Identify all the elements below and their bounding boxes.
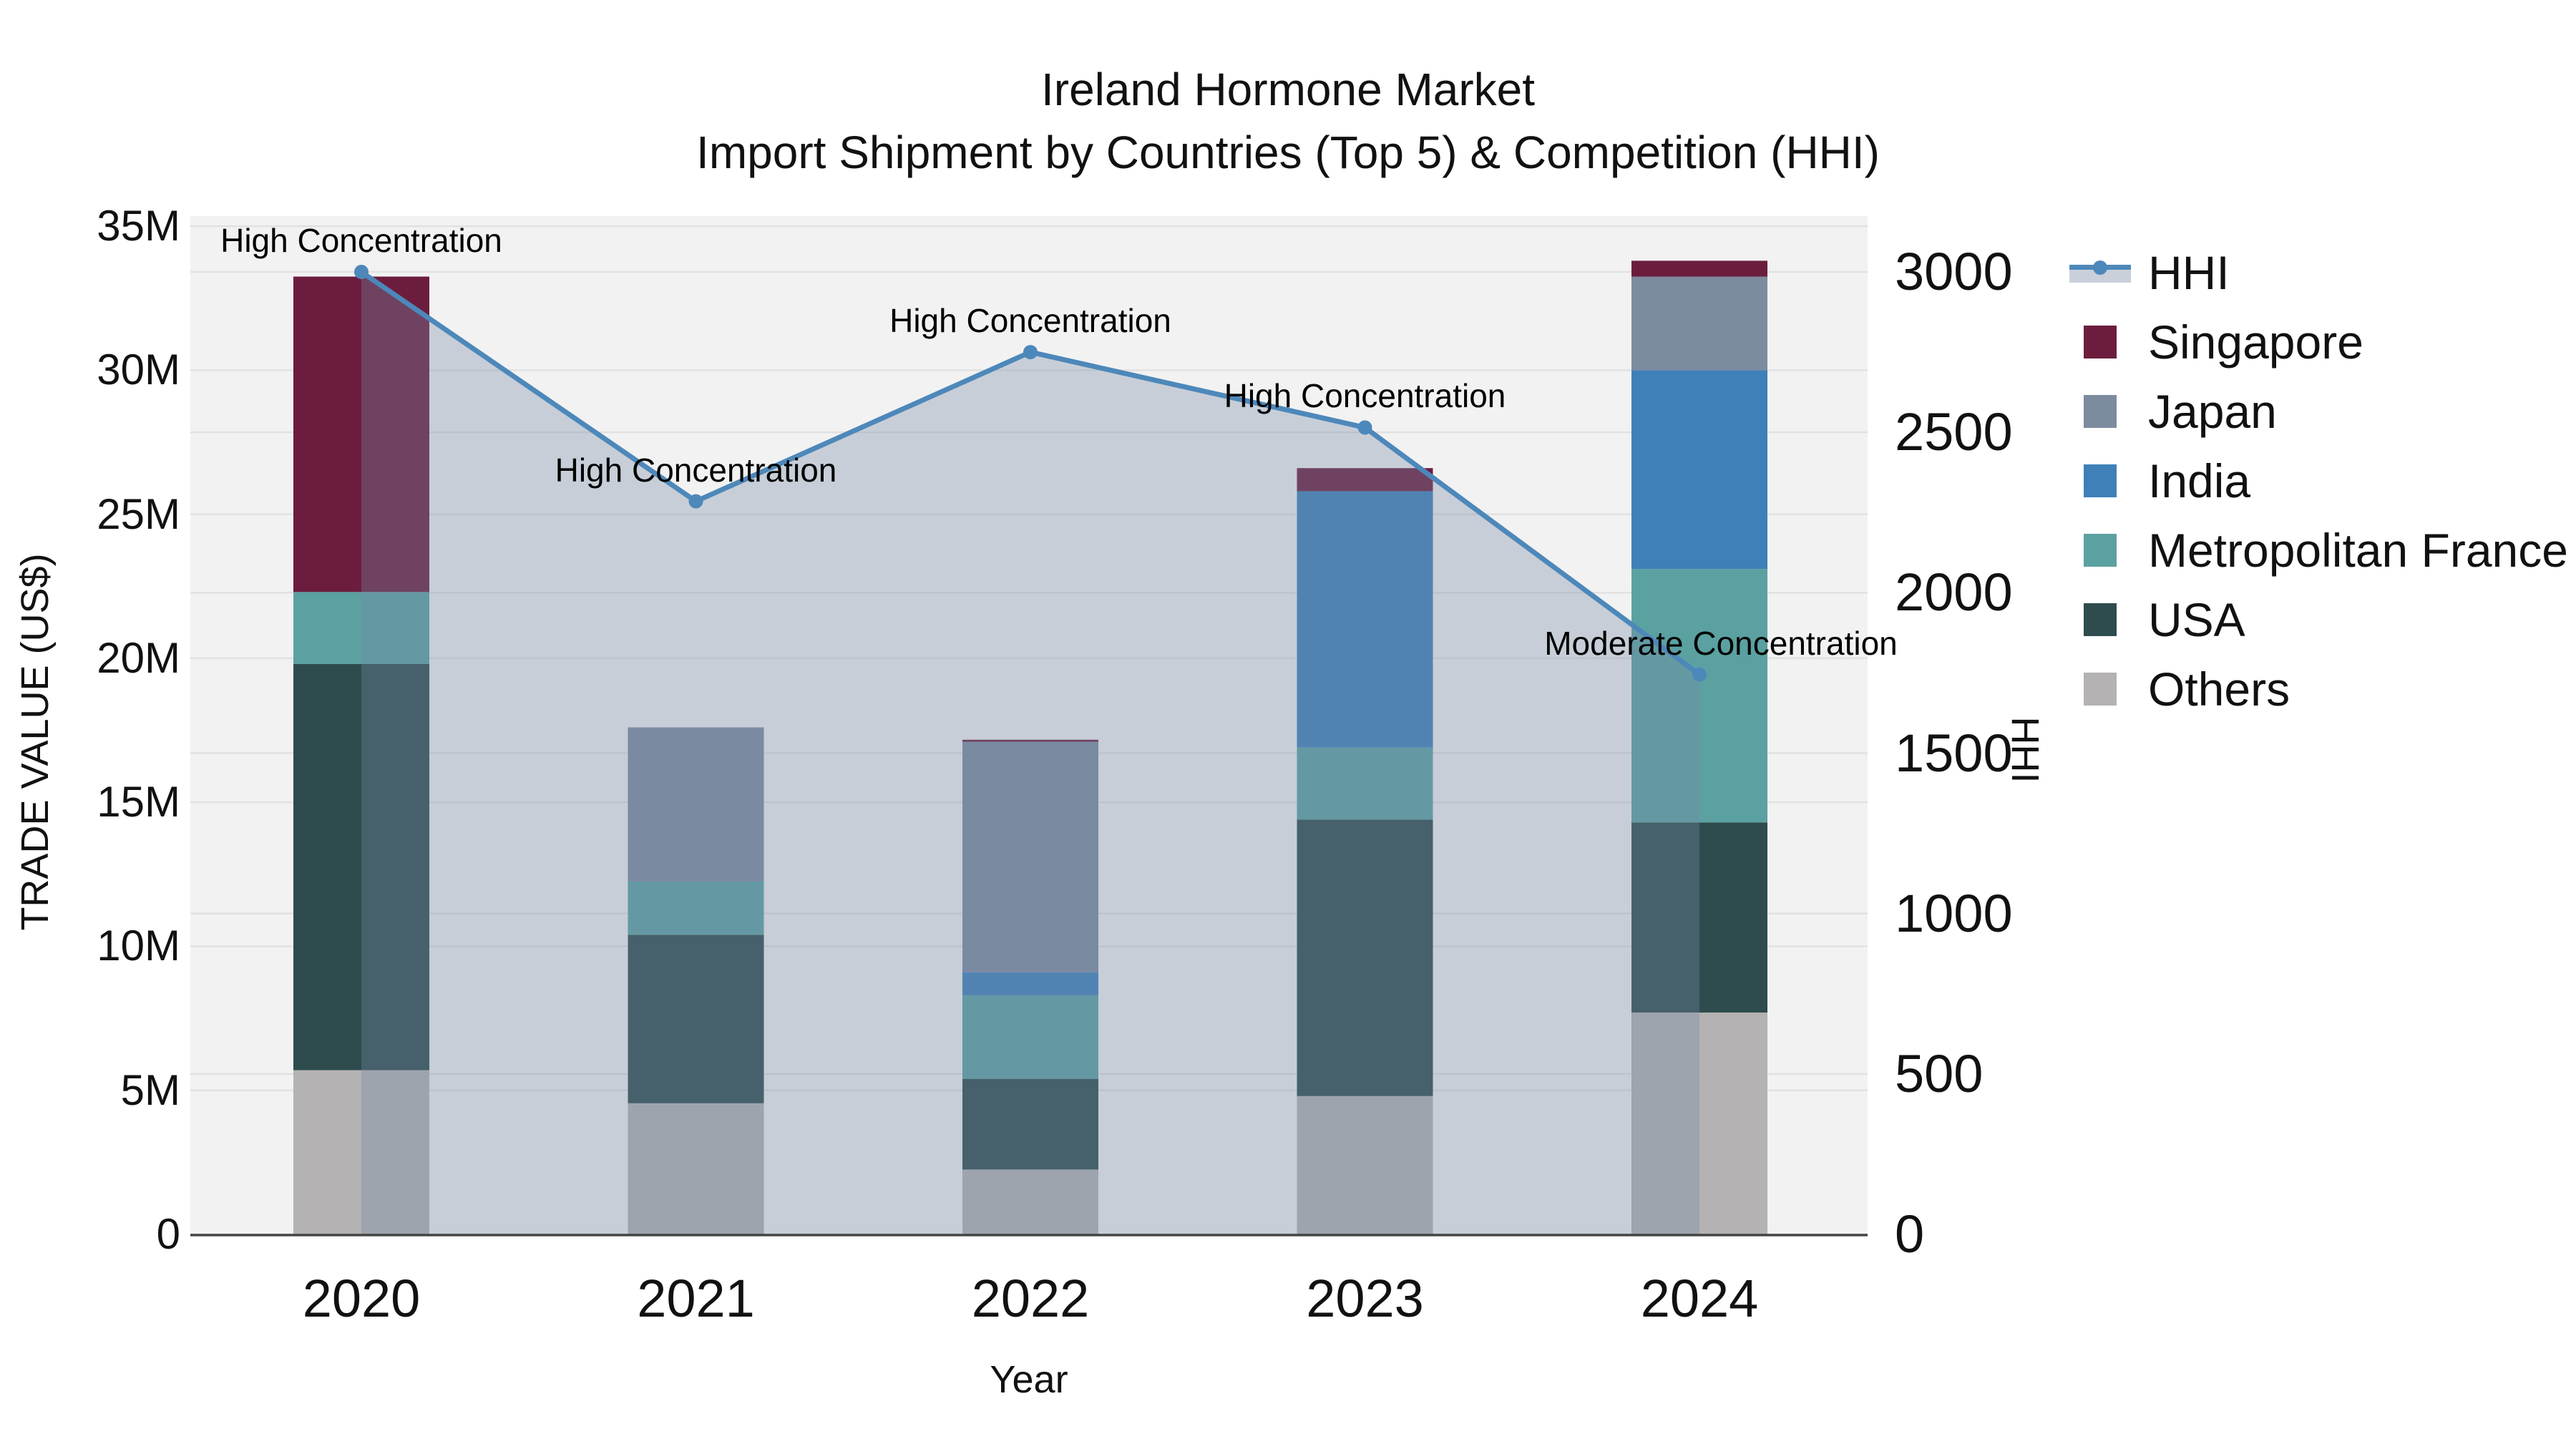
legend-item-others: Others: [2069, 654, 2568, 723]
y-tick-label-right: 2000: [1895, 562, 2013, 623]
bar-segment-2024-india: [1631, 370, 1767, 570]
y-tick-label-right: 500: [1895, 1043, 1984, 1103]
others-swatch-icon: [2084, 672, 2117, 706]
bar-segment-2022-singapore: [962, 739, 1098, 742]
y-axis-label: TRADE VALUE (US$): [14, 553, 57, 931]
legend-item-hhi: HHI: [2069, 238, 2568, 307]
x-axis-label: Year: [990, 1358, 1068, 1401]
bar-segment-2022-metropolitan-france: [962, 995, 1098, 1079]
y-tick-label-right: 3000: [1895, 242, 2013, 301]
hhi-area-fill: [361, 272, 1699, 1234]
bar-segment-2022-india: [962, 972, 1098, 995]
bar-segment-2022-others: [962, 1169, 1098, 1234]
y-tick-label-left: 15M: [97, 778, 180, 826]
india-swatch-icon: [2084, 464, 2117, 497]
metropolitan-france-swatch-icon: [2084, 533, 2117, 567]
legend-item-japan: Japan: [2069, 376, 2568, 446]
y-tick-label-left: 25M: [97, 489, 180, 538]
bar-segment-2023-india: [1297, 491, 1433, 748]
chart-subtitle: Import Shipment by Countries (Top 5) & C…: [696, 127, 1880, 178]
legend-symbol-box: [2069, 464, 2131, 497]
legend-item-india: India: [2069, 446, 2568, 515]
hhi-line-icon: [2069, 256, 2131, 289]
japan-swatch-icon: [2084, 394, 2117, 428]
legend-label-others: Others: [2148, 662, 2290, 716]
legend-symbol-box: [2069, 325, 2131, 358]
legend-item-usa: USA: [2069, 585, 2568, 654]
bar-segment-2024-usa: [1631, 822, 1767, 1013]
hhi-fill-band-icon: [2069, 266, 2131, 283]
x-tick-label: 2020: [302, 1269, 421, 1328]
bar-segment-2020-metropolitan-france: [293, 592, 429, 664]
bar-segment-2023-usa: [1297, 819, 1433, 1096]
bar-segment-2024-japan: [1631, 276, 1767, 371]
bar-segment-2024-metropolitan-france: [1631, 569, 1767, 823]
legend-label-singapore: Singapore: [2148, 315, 2363, 369]
hhi-marker: [1692, 667, 1707, 682]
bar-segment-2023-singapore: [1297, 468, 1433, 492]
y-tick-label-right: 1000: [1895, 883, 2013, 943]
bar-segment-2024-others: [1631, 1013, 1767, 1234]
hhi-marker: [688, 494, 703, 509]
y-tick-label-left: 10M: [97, 922, 180, 970]
bar-segment-2023-others: [1297, 1096, 1433, 1234]
x-tick-label: 2022: [971, 1269, 1090, 1328]
hhi-annotation: High Concentration: [889, 302, 1171, 340]
legend: HHI Singapore Japan India Metropolitan F…: [2069, 238, 2568, 723]
legend-symbol-box: [2069, 394, 2131, 428]
y-tick-label-left: 20M: [97, 633, 180, 682]
y2-axis-label: HHI: [2004, 716, 2046, 784]
y-tick-label-left: 5M: [120, 1065, 180, 1114]
y-tick-label-left: 35M: [97, 202, 180, 250]
x-tick-label: 2024: [1640, 1269, 1759, 1328]
bar-segment-2022-usa: [962, 1078, 1098, 1170]
legend-symbol-box: [2069, 602, 2131, 636]
y-tick-label-right: 0: [1895, 1204, 1925, 1264]
legend-symbol-box: [2069, 533, 2131, 567]
bar-segment-2020-singapore: [293, 276, 429, 592]
bar-segment-2021-metropolitan-france: [628, 881, 764, 935]
bar-segment-2020-others: [293, 1070, 429, 1234]
legend-symbol-box: [2069, 672, 2131, 706]
singapore-swatch-icon: [2084, 325, 2117, 358]
hhi-annotation: High Concentration: [1224, 377, 1506, 415]
usa-swatch-icon: [2084, 602, 2117, 636]
bar-segment-2021-japan: [628, 727, 764, 882]
legend-item-singapore: Singapore: [2069, 307, 2568, 376]
y-tick-label-left: 0: [156, 1210, 180, 1258]
hhi-marker: [1023, 345, 1038, 360]
hhi-marker: [1357, 420, 1372, 435]
y-tick-label-right: 1500: [1895, 723, 2013, 783]
bar-segment-2023-metropolitan-france: [1297, 747, 1433, 820]
hhi-annotation: Moderate Concentration: [1544, 624, 1898, 662]
legend-label-india: India: [2148, 454, 2251, 507]
bar-segment-2022-japan: [962, 741, 1098, 972]
bar-segment-2024-singapore: [1631, 260, 1767, 277]
x-tick-label: 2023: [1306, 1269, 1424, 1328]
y-tick-label-left: 30M: [97, 346, 180, 394]
chart-title: Ireland Hormone Market: [1040, 64, 1536, 115]
hhi-marker-icon: [2093, 260, 2107, 275]
y-tick-label-right: 2500: [1895, 402, 2013, 462]
hhi-annotation: High Concentration: [220, 222, 502, 259]
legend-item-metropolitan-france: Metropolitan France: [2069, 515, 2568, 585]
hhi-annotation: High Concentration: [555, 451, 837, 489]
hhi-marker: [354, 265, 369, 280]
legend-label-usa: USA: [2148, 592, 2245, 646]
legend-label-hhi: HHI: [2148, 245, 2230, 299]
bar-segment-2021-usa: [628, 935, 764, 1103]
bar-segment-2020-usa: [293, 663, 429, 1070]
bar-segment-2021-others: [628, 1103, 764, 1234]
x-tick-label: 2021: [637, 1269, 755, 1328]
legend-label-japan: Japan: [2148, 384, 2277, 438]
legend-label-metropolitan-france: Metropolitan France: [2148, 523, 2568, 577]
